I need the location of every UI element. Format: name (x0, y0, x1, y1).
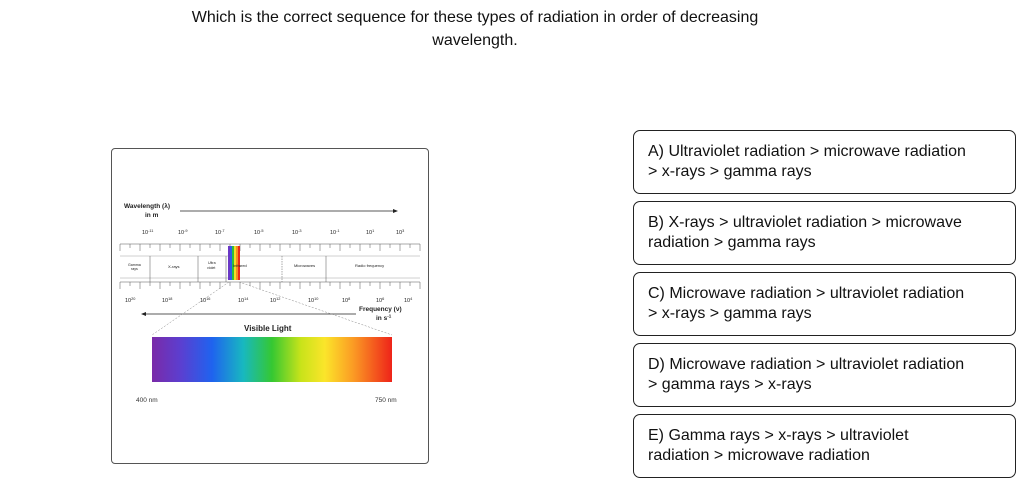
region-dividers (149, 256, 327, 282)
region-xrays-label: X-rays (168, 264, 180, 269)
wavelength-tick-1: 10-9 (178, 229, 188, 236)
option-c-line-2: > x-rays > gamma rays (648, 305, 812, 322)
region-uv-label: Ultra (208, 261, 216, 265)
spectrum-figure: Wavelength (λ) in m 10-11 10-9 10-7 10-5 10-… (111, 148, 429, 464)
option-e-button[interactable]: E) Gamma rays > x-rays > ultraviolet rad… (633, 414, 1016, 478)
option-c-button[interactable]: C) Microwave radiation > ultraviolet rad… (633, 272, 1016, 336)
option-b-line-1: B) X-rays > ultraviolet radiation > micr… (648, 214, 962, 231)
option-a-line-2: > x-rays > gamma rays (648, 163, 812, 180)
frequency-tick-0: 1020 (125, 297, 135, 304)
option-d-line-2: > gamma rays > x-rays (648, 376, 812, 393)
region-microwaves-label: Microwaves (294, 263, 315, 268)
visible-light-spectrum-bar (152, 337, 392, 382)
option-e-line-1: E) Gamma rays > x-rays > ultraviolet (648, 427, 909, 444)
bottom-scale-ticks (119, 282, 421, 289)
svg-text:rays: rays (131, 267, 138, 271)
option-b-button[interactable]: B) X-rays > ultraviolet radiation > micr… (633, 201, 1016, 265)
frequency-tick-labels: 1020 1018 1016 1014 1012 1010 108 106 104 (125, 297, 413, 304)
visible-strip (228, 246, 240, 280)
option-a-button[interactable]: A) Ultraviolet radiation > microwave rad… (633, 130, 1016, 194)
wavelength-label: Wavelength (λ) (124, 202, 170, 210)
wavelength-tick-3: 10-5 (254, 229, 264, 236)
region-radio-label: Radio frequency (355, 263, 384, 268)
frequency-tick-3: 1014 (238, 297, 249, 304)
frequency-tick-2: 1016 (200, 297, 210, 304)
projection-line-left (151, 281, 230, 336)
visible-max-label: 750 nm (375, 397, 397, 404)
region-infrared-label: Infrared (233, 263, 247, 268)
option-b-line-2: radiation > gamma rays (648, 234, 816, 251)
projection-line-right (238, 281, 393, 336)
wavelength-tick-7: 103 (396, 229, 404, 236)
frequency-tick-8: 104 (404, 297, 413, 304)
wavelength-tick-6: 101 (366, 229, 374, 236)
wavelength-tick-2: 10-7 (215, 229, 225, 236)
frequency-tick-5: 1010 (308, 297, 318, 304)
frequency-unit-text: in s-1 (376, 314, 392, 323)
wavelength-tick-0: 10-11 (142, 229, 153, 236)
wavelength-tick-4: 10-3 (292, 229, 302, 236)
frequency-tick-4: 1012 (270, 297, 280, 304)
top-scale-ticks (119, 244, 421, 251)
svg-text:violet: violet (207, 266, 215, 270)
wavelength-tick-5: 10-1 (330, 229, 340, 236)
electromagnetic-spectrum-diagram: Wavelength (λ) in m 10-11 10-9 10-7 10-5 10-… (119, 202, 421, 404)
option-c-line-1: C) Microwave radiation > ultraviolet rad… (648, 285, 965, 302)
frequency-tick-7: 106 (376, 297, 384, 304)
wavelength-tick-labels: 10-11 10-9 10-7 10-5 10-3 10-1 101 103 (142, 229, 404, 236)
frequency-label: Frequency (ν) (359, 306, 402, 313)
frequency-tick-6: 108 (342, 297, 350, 304)
option-d-line-1: D) Microwave radiation > ultraviolet rad… (648, 356, 965, 373)
question-line-1: Which is the correct sequence for these … (191, 9, 759, 26)
visible-light-label: Visible Light (244, 324, 292, 333)
frequency-arrowhead (141, 312, 146, 316)
frequency-tick-1: 1018 (162, 297, 172, 304)
wavelength-unit: in m (145, 212, 159, 219)
region-gamma-label: Gamma (128, 263, 141, 267)
option-a-line-1: A) Ultraviolet radiation > microwave rad… (648, 143, 966, 160)
option-e-line-2: radiation > microwave radiation (648, 447, 870, 464)
visible-min-label: 400 nm (136, 397, 158, 404)
question-text: Which is the correct sequence for these … (120, 6, 830, 52)
option-d-button[interactable]: D) Microwave radiation > ultraviolet rad… (633, 343, 1016, 407)
wavelength-arrowhead (393, 209, 398, 213)
question-line-2: wavelength. (432, 32, 518, 49)
